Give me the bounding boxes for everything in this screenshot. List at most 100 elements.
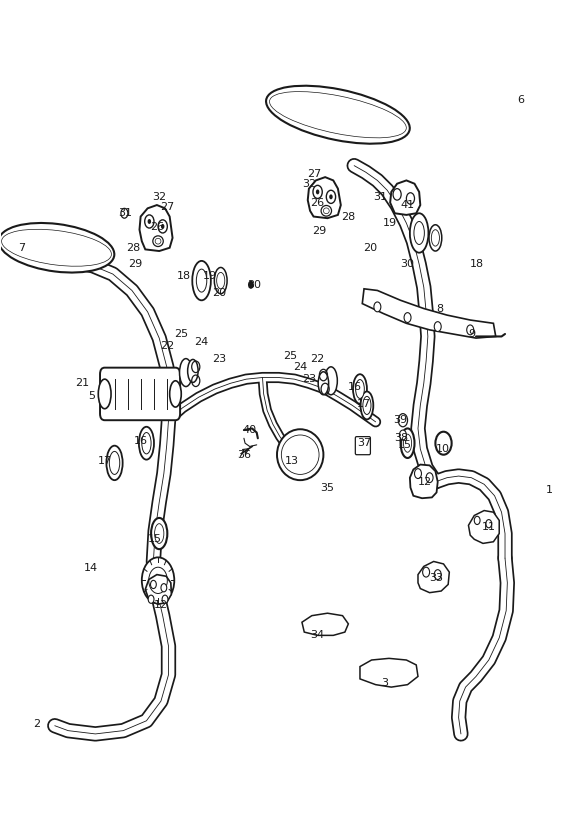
Polygon shape — [418, 561, 449, 592]
Text: 19: 19 — [203, 271, 217, 282]
Text: 12: 12 — [418, 477, 432, 487]
Text: 41: 41 — [401, 200, 415, 210]
Ellipse shape — [215, 268, 227, 293]
Ellipse shape — [154, 524, 164, 543]
Ellipse shape — [142, 433, 151, 454]
Ellipse shape — [188, 359, 198, 382]
Ellipse shape — [431, 230, 440, 246]
Text: 5: 5 — [88, 391, 95, 400]
Text: 8: 8 — [436, 304, 443, 314]
Text: 12: 12 — [154, 600, 168, 610]
Ellipse shape — [107, 446, 122, 480]
Text: 34: 34 — [311, 630, 325, 640]
Polygon shape — [469, 511, 499, 543]
Text: 26: 26 — [150, 222, 164, 232]
Circle shape — [467, 325, 474, 335]
Ellipse shape — [192, 261, 211, 300]
Circle shape — [404, 312, 411, 322]
Text: 28: 28 — [127, 243, 141, 253]
Polygon shape — [145, 574, 171, 604]
Text: 33: 33 — [430, 573, 444, 583]
Text: 1: 1 — [546, 485, 553, 495]
Ellipse shape — [151, 518, 167, 549]
Text: 14: 14 — [85, 563, 99, 573]
Circle shape — [248, 281, 254, 289]
Circle shape — [150, 580, 156, 588]
Text: 17: 17 — [357, 399, 371, 409]
Text: 20: 20 — [363, 243, 377, 253]
Ellipse shape — [363, 396, 371, 414]
Polygon shape — [360, 658, 418, 687]
Ellipse shape — [170, 381, 181, 407]
Circle shape — [329, 194, 333, 199]
Ellipse shape — [321, 205, 332, 216]
Text: 10: 10 — [436, 444, 449, 454]
Circle shape — [434, 321, 441, 331]
FancyBboxPatch shape — [100, 368, 180, 420]
Circle shape — [121, 208, 128, 218]
Ellipse shape — [180, 358, 192, 386]
Text: 6: 6 — [517, 95, 524, 105]
Text: 31: 31 — [118, 208, 132, 218]
Text: 37: 37 — [357, 438, 371, 448]
Ellipse shape — [410, 213, 429, 253]
Circle shape — [147, 219, 151, 224]
FancyBboxPatch shape — [355, 437, 370, 455]
Ellipse shape — [356, 380, 364, 399]
Circle shape — [374, 302, 381, 311]
Circle shape — [393, 189, 401, 200]
Ellipse shape — [153, 236, 163, 246]
Text: 32: 32 — [152, 192, 166, 202]
Circle shape — [423, 567, 430, 577]
Text: 20: 20 — [212, 288, 226, 298]
Text: 11: 11 — [482, 522, 496, 532]
Ellipse shape — [403, 434, 412, 452]
Ellipse shape — [325, 367, 338, 395]
Text: 29: 29 — [312, 227, 326, 236]
Text: 31: 31 — [373, 192, 387, 202]
Polygon shape — [390, 180, 420, 215]
Circle shape — [161, 583, 167, 592]
Text: 18: 18 — [177, 271, 191, 282]
Polygon shape — [410, 465, 438, 499]
Circle shape — [316, 190, 319, 194]
Text: 40: 40 — [243, 425, 257, 435]
Text: 29: 29 — [128, 260, 142, 269]
Circle shape — [406, 193, 415, 204]
Circle shape — [148, 595, 154, 603]
Circle shape — [474, 517, 480, 525]
Ellipse shape — [360, 391, 373, 419]
Circle shape — [161, 224, 164, 229]
Polygon shape — [302, 613, 349, 635]
Ellipse shape — [266, 86, 410, 143]
Text: 35: 35 — [321, 483, 335, 493]
Polygon shape — [139, 205, 173, 251]
Circle shape — [145, 215, 154, 228]
Text: 32: 32 — [302, 179, 316, 189]
Ellipse shape — [318, 372, 329, 395]
Text: 38: 38 — [395, 433, 409, 443]
Text: 25: 25 — [283, 351, 297, 361]
Ellipse shape — [109, 452, 120, 475]
Text: 36: 36 — [237, 450, 251, 460]
Text: 9: 9 — [468, 329, 475, 339]
Circle shape — [326, 190, 336, 204]
Ellipse shape — [196, 269, 207, 292]
Text: 13: 13 — [285, 456, 298, 466]
Circle shape — [486, 520, 491, 528]
Text: 3: 3 — [381, 678, 388, 688]
Text: 18: 18 — [470, 260, 484, 269]
Ellipse shape — [277, 429, 324, 480]
Circle shape — [158, 220, 167, 233]
Polygon shape — [362, 289, 496, 338]
Circle shape — [434, 569, 441, 579]
Ellipse shape — [401, 428, 415, 458]
Circle shape — [313, 185, 322, 199]
Text: 22: 22 — [160, 341, 174, 351]
Text: 17: 17 — [97, 456, 112, 466]
Text: 24: 24 — [293, 362, 307, 372]
Text: 15: 15 — [148, 534, 162, 545]
Ellipse shape — [99, 379, 111, 409]
Ellipse shape — [0, 223, 114, 273]
Text: 30: 30 — [247, 279, 261, 290]
